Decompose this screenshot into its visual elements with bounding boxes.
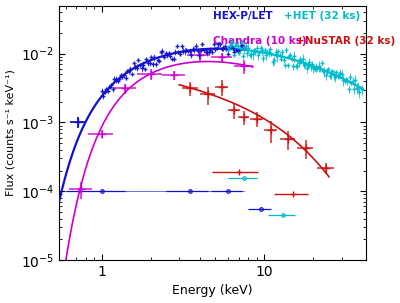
Text: HEX-P/LET: HEX-P/LET — [212, 11, 272, 21]
Text: +NuSTAR (32 ks): +NuSTAR (32 ks) — [296, 36, 395, 46]
Text: Chandra (10 ks): Chandra (10 ks) — [212, 36, 306, 46]
Y-axis label: Flux (counts s⁻¹ keV⁻¹): Flux (counts s⁻¹ keV⁻¹) — [6, 69, 16, 196]
Text: +HET (32 ks): +HET (32 ks) — [284, 11, 361, 21]
X-axis label: Energy (keV): Energy (keV) — [172, 285, 253, 298]
